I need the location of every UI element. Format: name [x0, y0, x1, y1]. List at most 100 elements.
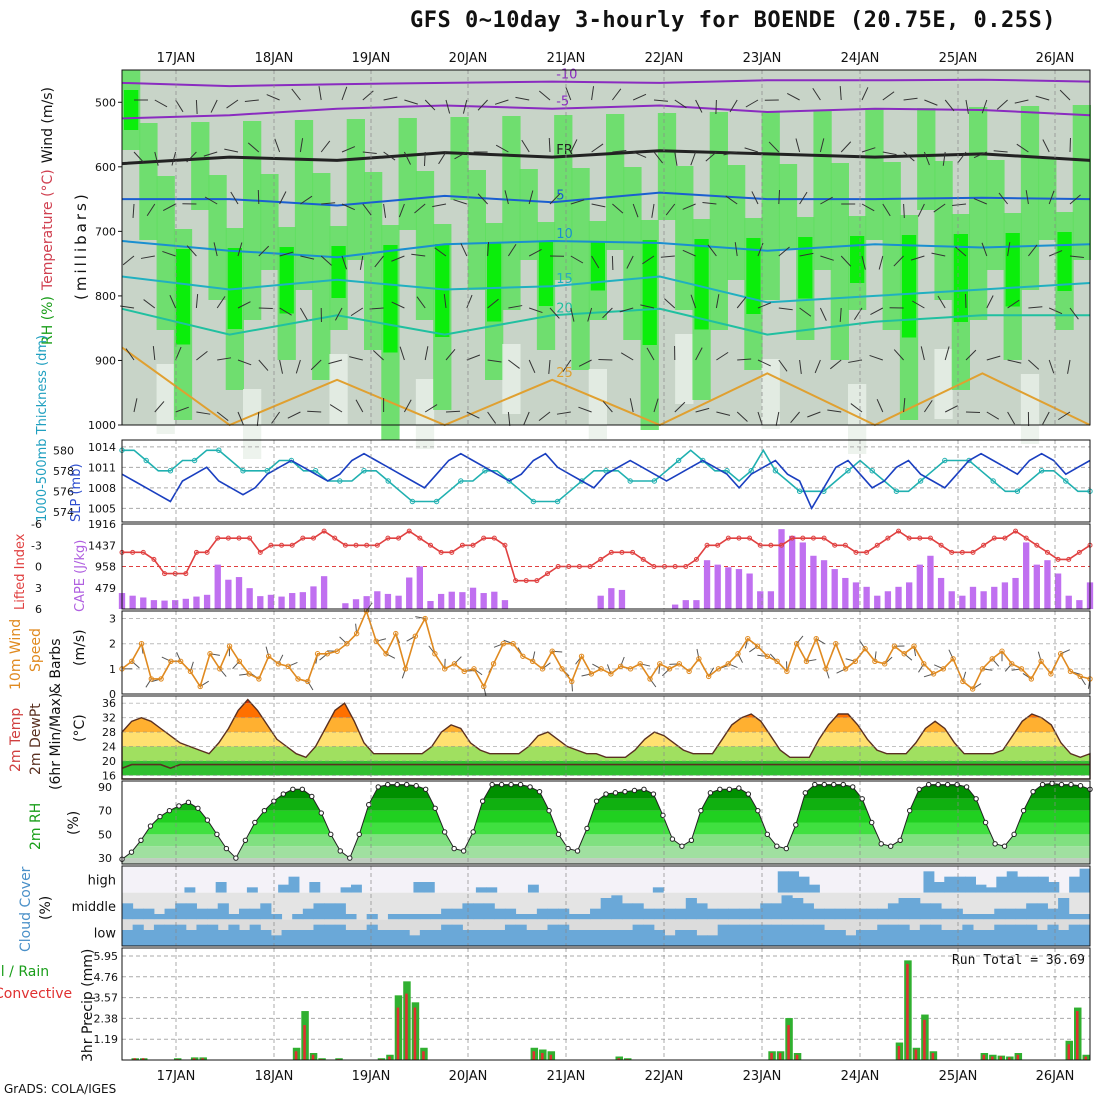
rh-marker — [498, 781, 505, 788]
wind-marker — [715, 666, 722, 672]
thickness-tick-label: 574 — [53, 506, 74, 519]
li-marker — [555, 564, 561, 569]
wind-marker — [549, 648, 555, 654]
cloud-bar-low — [813, 924, 825, 946]
wind-barb — [445, 410, 461, 413]
cloud-bar-middle — [749, 908, 761, 920]
surface-wind-barb — [319, 653, 328, 661]
thickness-tick-label: 576 — [53, 485, 74, 498]
cloud-bar-low — [345, 930, 357, 946]
li-marker — [619, 549, 625, 555]
cape-bar — [937, 577, 945, 609]
surface-wind-barb — [903, 653, 913, 661]
wind-barb — [917, 203, 925, 217]
cloud-bar-middle — [473, 903, 485, 920]
wind-marker — [1077, 673, 1083, 680]
wind-barb — [210, 99, 218, 113]
wind-marker — [529, 658, 536, 665]
rh-marker — [252, 819, 258, 826]
wind-barb — [143, 299, 156, 309]
rh-marker — [736, 785, 742, 791]
wind-barb — [341, 146, 356, 153]
cloud-bar-low — [483, 930, 495, 946]
cloud-bar-high — [246, 887, 258, 893]
cape-bar — [342, 603, 349, 609]
cloud-bar-low — [558, 924, 570, 946]
rh-band — [778, 164, 798, 250]
wind-barb — [646, 347, 655, 361]
wind-marker — [617, 663, 624, 670]
precip-bar-convective — [133, 1058, 137, 1060]
wind-marker — [187, 668, 194, 675]
cloud-bar-low — [951, 930, 963, 946]
cape-tick-label: 479 — [95, 582, 116, 595]
li-marker — [396, 535, 402, 541]
rh-marker — [394, 781, 400, 788]
li-marker — [662, 564, 668, 569]
wind-barb — [653, 398, 659, 413]
cloud-bar-middle — [143, 908, 155, 920]
wind-barb — [445, 348, 456, 361]
cape-bar — [289, 593, 296, 609]
wind-barb — [175, 406, 189, 413]
rh-band-dry — [588, 369, 607, 439]
wind-barb — [1007, 359, 1022, 364]
precip-bar-convective — [294, 1051, 298, 1060]
cloud-bar-middle — [632, 903, 644, 920]
bottom-date-label: 20JAN — [449, 1069, 488, 1084]
cape-bar — [906, 582, 913, 609]
wind-barb — [1028, 359, 1040, 370]
rh-band — [761, 111, 780, 300]
rh-band-fill — [122, 822, 1090, 835]
cloud-bar-low — [1004, 924, 1017, 946]
wind-barb — [903, 398, 906, 413]
cape-bar — [597, 595, 604, 609]
rh-band — [312, 173, 331, 380]
cape-bar — [618, 589, 626, 609]
cloud-bar-middle — [802, 903, 814, 920]
cape-bar — [182, 598, 189, 609]
rh-band-bright — [642, 240, 657, 345]
li-marker — [896, 528, 902, 534]
surface-wind-barb — [640, 663, 651, 667]
rh-marker — [555, 831, 562, 838]
rh-marker — [793, 822, 799, 828]
cloud-bar-middle — [398, 914, 410, 920]
wind-barb — [702, 202, 717, 205]
precip-tick-label: 3.57 — [94, 992, 119, 1005]
cloud-bar-middle — [653, 908, 666, 920]
li-marker — [1034, 542, 1040, 548]
cloud-bar-high — [413, 882, 425, 893]
li-marker — [310, 535, 316, 541]
wind-barb — [424, 346, 429, 361]
precip-ylabel: 3hr Precip (mm) — [80, 949, 96, 1062]
thickness-marker — [748, 468, 754, 474]
wind10m-panel — [121, 610, 1091, 695]
cloud-bar-middle — [919, 903, 931, 920]
wind-barb — [443, 294, 447, 309]
li-marker — [885, 535, 891, 541]
wind-marker — [881, 661, 888, 667]
thickness-tick-label: 580 — [53, 444, 74, 457]
rh-band — [969, 107, 988, 320]
cloud-bar-low — [324, 924, 336, 946]
temp-contour--10 — [121, 78, 1091, 88]
rh-marker — [280, 791, 287, 797]
li-marker — [215, 535, 221, 541]
wind-barb — [341, 86, 348, 101]
rh-marker — [584, 825, 590, 832]
wind-marker — [138, 640, 145, 647]
wind-barb — [175, 99, 184, 113]
wind-barb — [651, 203, 655, 218]
wind-barb — [861, 255, 866, 270]
cape-bar — [1033, 564, 1040, 609]
thickness-marker — [337, 478, 343, 484]
li-marker — [491, 535, 497, 541]
cloud-bar-low — [302, 930, 314, 946]
cloud-bar-low — [334, 924, 346, 946]
rh-marker — [1077, 783, 1084, 789]
temp-ylabel-2: 2m DewPt — [28, 703, 44, 775]
rh-marker — [422, 786, 429, 792]
wind-barb — [217, 357, 232, 361]
rh-marker — [593, 798, 600, 804]
